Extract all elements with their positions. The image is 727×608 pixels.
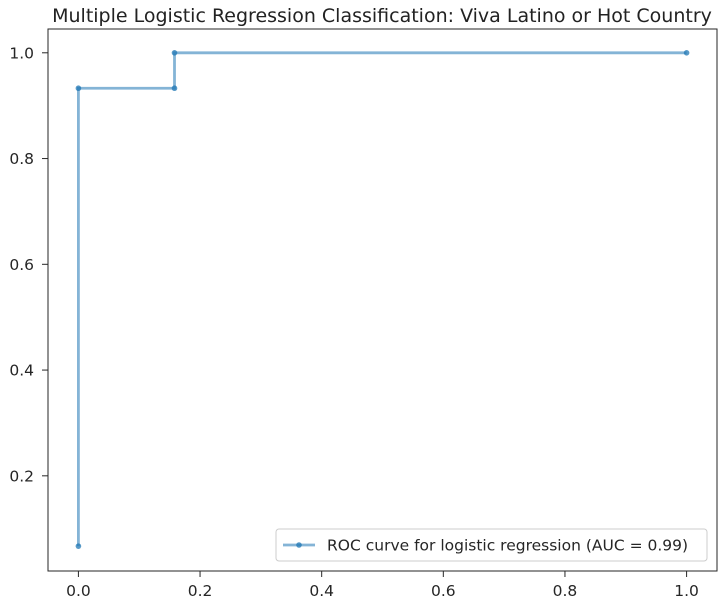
y-tick-label: 1.0	[9, 44, 34, 62]
legend: ROC curve for logistic regression (AUC =…	[275, 528, 708, 562]
roc-point	[171, 49, 178, 56]
legend-box	[275, 528, 708, 562]
series-layer	[75, 49, 690, 549]
plot-area-frame	[47, 28, 718, 572]
y-tick-label: 0.2	[9, 467, 34, 485]
x-tick-label: 0.4	[309, 582, 334, 600]
x-tick-label: 0.8	[553, 582, 578, 600]
x-tick-label: 0.2	[188, 582, 213, 600]
x-tick-label: 0.0	[66, 582, 91, 600]
roc-point	[683, 49, 690, 56]
y-tick-label: 0.4	[9, 362, 34, 380]
legend-label: ROC curve for logistic regression (AUC =…	[327, 537, 688, 555]
x-axis: 0.0 0.2 0.4 0.6 0.8 1.0	[66, 571, 699, 600]
y-axis: 0.2 0.4 0.6 0.8 1.0	[9, 44, 48, 485]
roc-point	[75, 543, 82, 549]
chart-title: Multiple Logistic Regression Classificat…	[52, 5, 712, 27]
roc-curve-line	[77, 51, 687, 547]
legend-marker-swatch	[296, 542, 302, 548]
roc-point	[171, 85, 178, 92]
x-tick-label: 0.6	[431, 582, 456, 600]
roc-point	[75, 85, 82, 92]
y-tick-label: 0.6	[9, 256, 34, 274]
y-tick-label: 0.8	[9, 150, 34, 168]
x-tick-label: 1.0	[674, 582, 699, 600]
